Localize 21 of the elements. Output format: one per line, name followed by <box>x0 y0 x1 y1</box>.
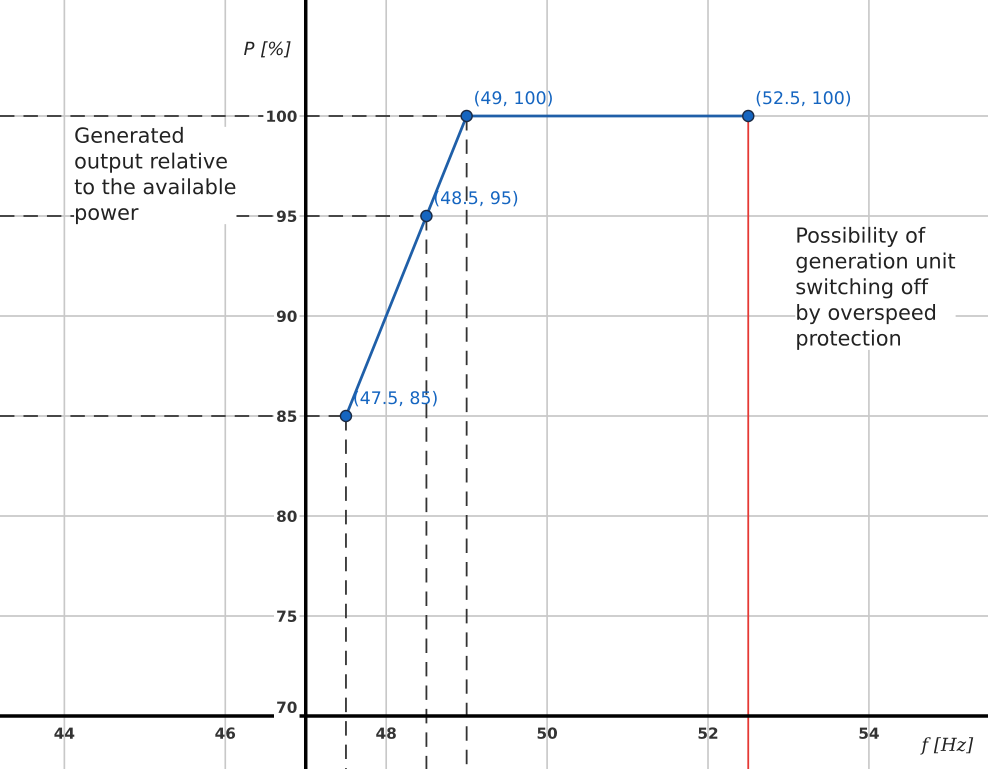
x-axis-title: f [Hz] <box>920 737 974 755</box>
y-tick-label: 85 <box>277 410 296 422</box>
y-tick-label: 80 <box>277 510 297 522</box>
annotation: Generated output relative to the available power <box>74 126 236 224</box>
y-tick-label: 90 <box>276 310 297 322</box>
x-tick-label: 50 <box>538 727 557 739</box>
annotation: (48.5, 95) <box>434 190 518 206</box>
annotation: (52.5, 100) <box>756 90 850 106</box>
x-tick-label: 54 <box>859 728 879 739</box>
y-tick-label: 75 <box>277 610 296 622</box>
annotation: (49, 100) <box>475 90 552 106</box>
y-tick-label: 100 <box>267 110 297 122</box>
x-tick-label: 48 <box>376 727 396 739</box>
x-tick-label: 52 <box>698 727 718 739</box>
annotation: Possibility of generation unit switching off by overspeed protection <box>796 226 956 350</box>
y-tick-label: 95 <box>276 210 296 222</box>
x-tick-label: 46 <box>215 727 236 739</box>
y-axis-title: P [%] <box>244 41 291 58</box>
annotation: (47.5, 85) <box>354 390 437 406</box>
x-tick-label: 44 <box>54 728 74 739</box>
y-tick-label: 70 <box>277 701 297 714</box>
